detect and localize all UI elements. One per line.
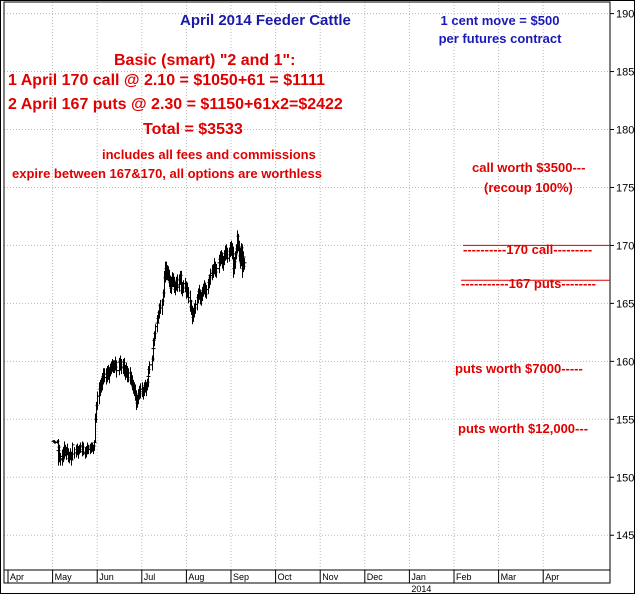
y-tick-label: 185 <box>616 67 634 79</box>
y-tick-label: 150 <box>616 472 634 484</box>
puts-leg-label: 2 April 167 puts @ 2.30 = $1150+61x2=$24… <box>8 96 343 113</box>
x-tick-label: Feb <box>456 572 472 582</box>
call-170-label: ----------170 call--------- <box>463 242 593 257</box>
year-label: 2014 <box>411 584 431 594</box>
x-tick-label: Jun <box>99 572 114 582</box>
call-leg-label: 1 April 170 call @ 2.10 = $1050+61 = $11… <box>8 72 326 89</box>
price-bar <box>70 442 75 461</box>
plot-frame <box>3 1 611 584</box>
expiry-note: expire between 167&170, all options are … <box>12 166 322 181</box>
x-tick-label: Apr <box>10 572 24 582</box>
y-tick-label: 175 <box>616 182 634 194</box>
y-tick-label: 165 <box>616 298 634 310</box>
y-tick-label: 180 <box>616 125 634 137</box>
x-tick-label: Nov <box>322 572 339 582</box>
y-tick-label: 170 <box>616 240 634 252</box>
price-bars <box>51 230 247 466</box>
y-tick-label: 160 <box>616 356 634 368</box>
x-tick-label: May <box>55 572 73 582</box>
puts-7000-label: puts worth $7000----- <box>455 361 583 376</box>
recoup-label: (recoup 100%) <box>484 180 573 195</box>
y-tick-label: 190 <box>616 9 634 21</box>
fees-note: includes all fees and commissions <box>102 147 316 162</box>
x-tick-label: Dec <box>367 572 384 582</box>
cent-move-line-2: per futures contract <box>438 31 562 46</box>
chart-title: April 2014 Feeder Cattle <box>180 12 351 29</box>
x-tick-label: Jul <box>144 572 156 582</box>
x-tick-label: Apr <box>545 572 559 582</box>
x-tick-label: Jan <box>411 572 426 582</box>
grid-lines <box>4 2 610 570</box>
cent-move-line-1: 1 cent move = $500 <box>440 13 560 28</box>
call-worth-label: call worth $3500--- <box>472 160 586 175</box>
strategy-label: Basic (smart) "2 and 1": <box>114 52 296 69</box>
total-label: Total = $3533 <box>143 121 243 138</box>
puts-12000-label: puts worth $12,000--- <box>458 421 589 436</box>
y-tick-label: 155 <box>616 414 634 426</box>
y-tick-label: 145 <box>616 530 634 542</box>
puts-167-label: -----------167 puts-------- <box>461 276 596 291</box>
reference-lines <box>461 244 610 281</box>
x-tick-label: Oct <box>278 572 293 582</box>
cent-move-note: 1 cent move = $500 per futures contract <box>420 13 580 46</box>
x-tick-label: Sep <box>233 572 249 582</box>
x-tick-label: Mar <box>501 572 517 582</box>
x-tick-label: Aug <box>188 572 204 582</box>
price-bar <box>242 258 247 270</box>
